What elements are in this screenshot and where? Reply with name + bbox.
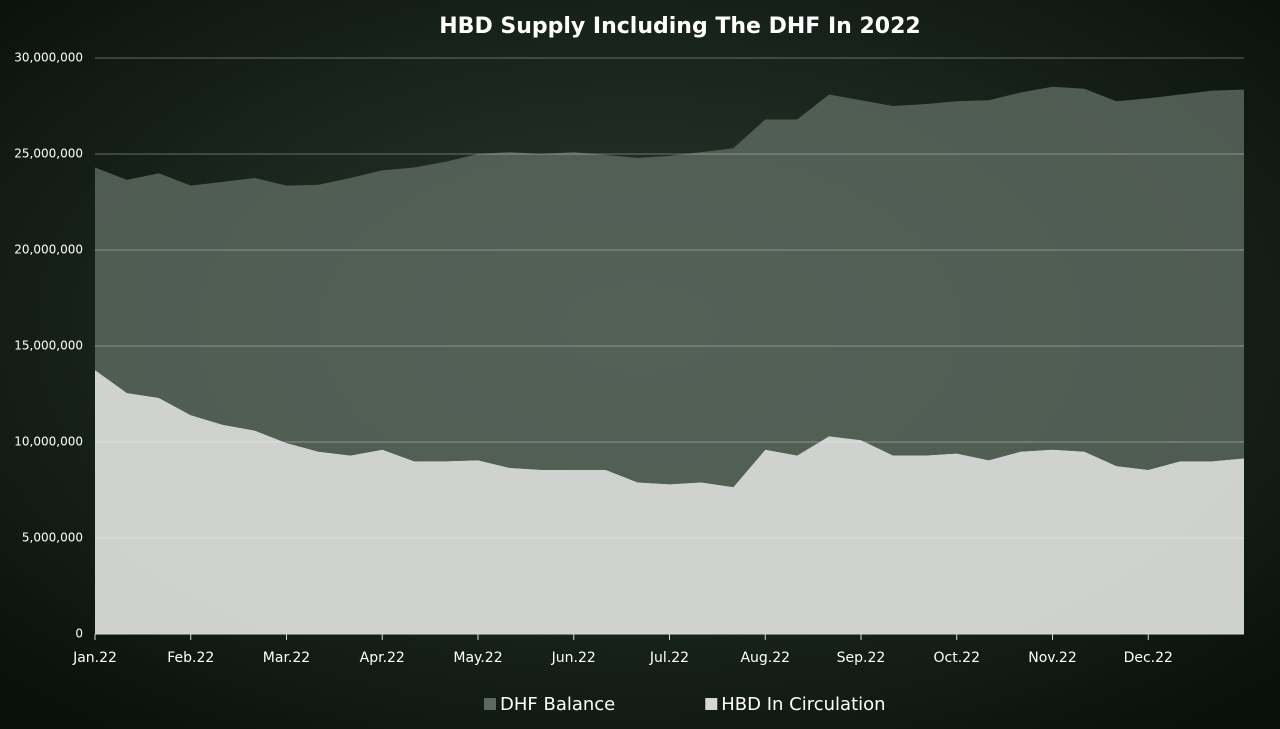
x-tick-label: Aug.22: [740, 650, 790, 666]
y-tick-label: 5,000,000: [22, 531, 83, 545]
x-tick-label: Jul.22: [649, 650, 689, 666]
x-tick-label: Dec.22: [1124, 650, 1173, 666]
area: [95, 370, 1244, 634]
legend-label: DHF Balance: [500, 694, 615, 715]
legend-label: HBD In Circulation: [721, 694, 885, 715]
y-tick-label: 15,000,000: [14, 339, 83, 353]
area: [95, 86, 1244, 488]
x-tick-label: Nov.22: [1028, 650, 1077, 666]
y-tick-label: 0: [75, 627, 83, 641]
x-tick-label: Sep.22: [837, 650, 886, 666]
x-tick-label: Feb.22: [167, 650, 214, 666]
x-tick-label: May.22: [453, 650, 502, 666]
x-tick-label: Jun.22: [551, 650, 596, 666]
legend-swatch: [705, 698, 718, 710]
x-tick-label: Oct.22: [934, 650, 980, 666]
x-tick-label: Mar.22: [263, 650, 310, 666]
legend-swatch: [484, 698, 496, 710]
y-tick-label: 10,000,000: [14, 435, 83, 449]
y-tick-label: 20,000,000: [14, 243, 83, 257]
y-tick-label: 30,000,000: [14, 51, 83, 65]
x-tick-label: Jan.22: [72, 650, 117, 666]
x-tick-label: Apr.22: [360, 650, 405, 666]
chart-title: HBD Supply Including The DHF In 2022: [439, 14, 920, 39]
y-tick-label: 25,000,000: [14, 147, 83, 161]
